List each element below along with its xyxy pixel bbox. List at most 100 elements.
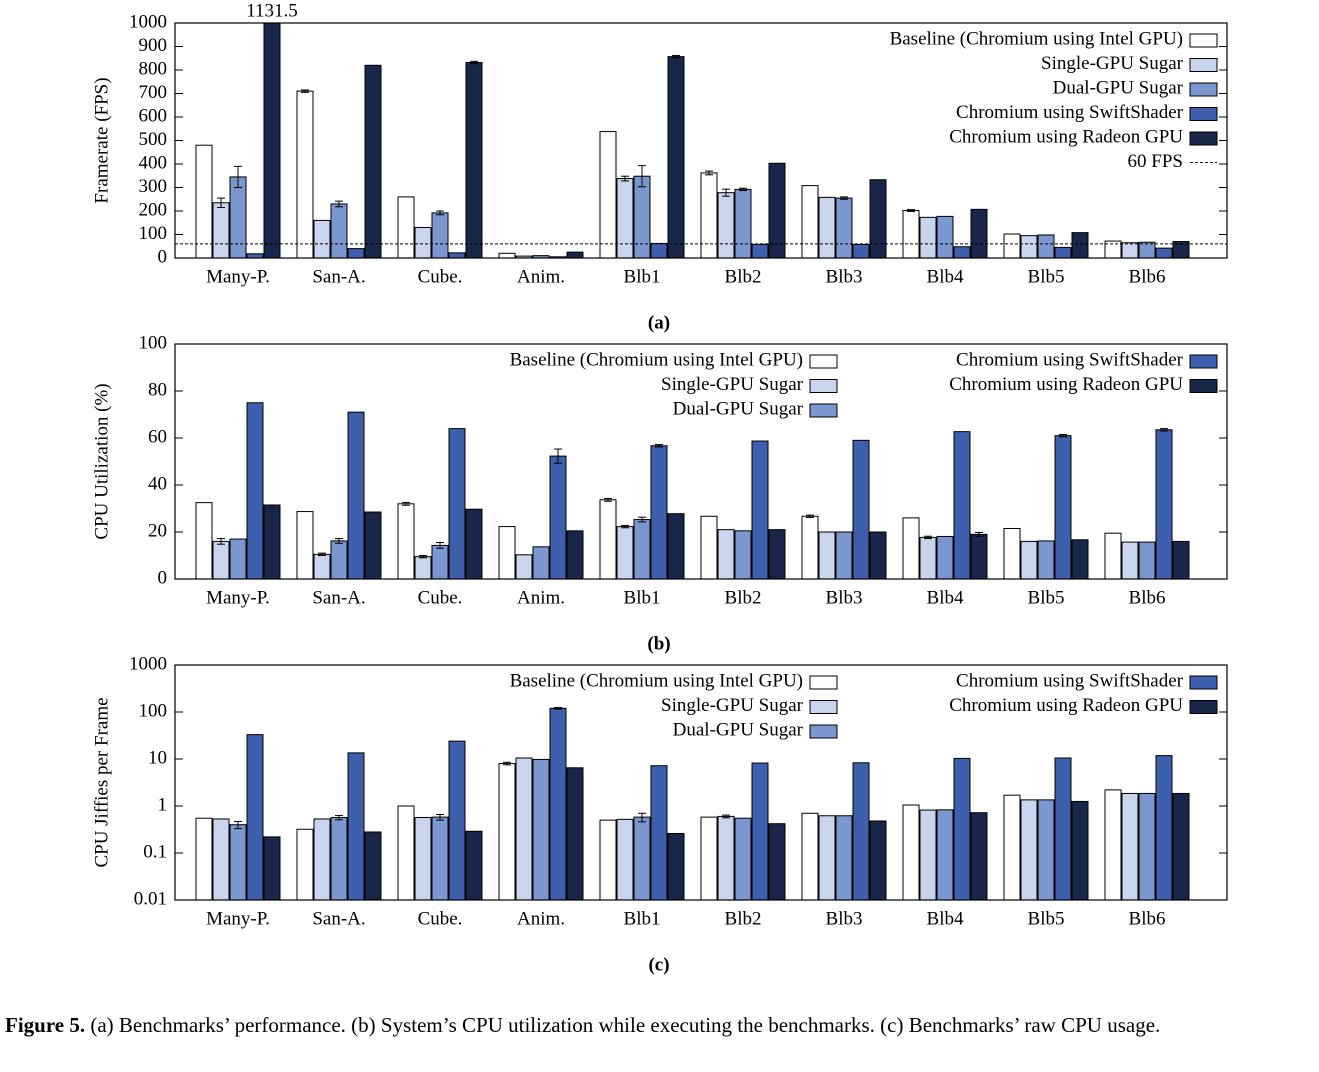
bar	[498, 252, 516, 258]
bar	[768, 162, 786, 258]
bar	[498, 526, 516, 579]
x-tick-label: Blb6	[1129, 587, 1166, 608]
bar	[313, 818, 331, 900]
x-tick-label: Blb2	[725, 266, 762, 287]
bar	[566, 767, 584, 900]
x-tick-label: Anim.	[517, 587, 565, 608]
y-tick-label: 100	[139, 700, 168, 721]
error-bar	[335, 538, 343, 544]
bar	[633, 816, 651, 900]
bar	[515, 554, 533, 579]
error-bar	[907, 209, 915, 212]
error-bar	[604, 497, 612, 502]
bar	[1037, 799, 1055, 900]
x-tick-label: Many-P.	[206, 587, 270, 608]
error-bar	[739, 187, 747, 192]
error-bar	[722, 188, 730, 197]
legend-label: Chromium using SwiftShader	[956, 102, 1184, 123]
legend-swatch	[809, 379, 838, 393]
bar	[448, 252, 466, 258]
plot-frame	[174, 343, 1228, 580]
y-tick-label: 700	[139, 82, 168, 103]
x-tick-label: Anim.	[517, 266, 565, 287]
legend-label: Dual-GPU Sugar	[673, 398, 804, 419]
caption: Figure 5. (a) Benchmarks’ performance. (…	[5, 1010, 1317, 1040]
plot-frame	[174, 22, 1228, 259]
x-tick-label: Blb4	[927, 266, 964, 287]
bar	[1071, 800, 1089, 900]
y-tick-label: 1000	[129, 653, 167, 674]
legend-swatch	[1189, 58, 1218, 72]
bar	[1003, 794, 1021, 900]
y-tick-label: 100	[139, 223, 168, 244]
bar	[431, 212, 449, 258]
bar	[1121, 792, 1139, 900]
bar	[1172, 792, 1190, 900]
caption-label: Figure 5.	[5, 1013, 86, 1037]
bar	[734, 188, 752, 258]
legend-label: Dual-GPU Sugar	[673, 719, 804, 740]
y-tick-label: 400	[139, 152, 168, 173]
y-tick-label: 300	[139, 176, 168, 197]
bar	[852, 439, 870, 579]
bar	[835, 815, 853, 900]
bar	[902, 210, 920, 258]
y-tick-label: 10	[148, 747, 167, 768]
y-axis-label: Framerate (FPS)	[91, 77, 112, 203]
bar	[1121, 242, 1139, 258]
y-tick-label: 600	[139, 105, 168, 126]
legend-swatch	[1189, 107, 1218, 121]
caption-text: (a) Benchmarks’ performance. (b) System’…	[90, 1013, 1161, 1037]
bar	[296, 511, 314, 579]
bar	[296, 90, 314, 258]
legend-swatch	[1189, 700, 1218, 714]
error-bar	[234, 165, 242, 188]
legend-swatch	[809, 700, 838, 714]
bar	[364, 831, 382, 900]
bar	[414, 226, 432, 258]
bar	[229, 176, 247, 258]
error-bar	[638, 165, 646, 188]
y-tick-label: 80	[148, 379, 167, 400]
bar	[448, 740, 466, 900]
legend-swatch	[809, 354, 838, 369]
bar	[1138, 241, 1156, 258]
bar	[414, 816, 432, 900]
bar	[1037, 234, 1055, 258]
bar	[970, 812, 988, 900]
bar	[633, 519, 651, 579]
bar	[347, 752, 365, 900]
bar	[818, 815, 836, 900]
bar	[347, 411, 365, 579]
error-bar	[655, 444, 663, 448]
y-tick-label: 60	[148, 426, 167, 447]
bar	[616, 818, 634, 900]
bar	[212, 202, 230, 258]
bar	[936, 809, 954, 900]
error-bar	[301, 89, 309, 93]
bar	[448, 428, 466, 579]
x-tick-label: San-A.	[312, 266, 365, 287]
bar	[936, 215, 954, 258]
bar	[852, 762, 870, 900]
legend-swatch	[809, 403, 838, 418]
error-bar	[975, 531, 983, 537]
bar	[1104, 789, 1122, 900]
error-bar	[621, 175, 629, 182]
bar	[229, 538, 247, 579]
y-tick-label: 0.01	[134, 888, 167, 909]
bar	[263, 23, 281, 258]
bar	[751, 440, 769, 579]
bar	[616, 178, 634, 258]
bar	[313, 219, 331, 258]
legend-label: 60 FPS	[1128, 151, 1183, 172]
x-tick-label: Blb6	[1129, 908, 1166, 929]
bars	[195, 23, 1190, 258]
error-bar	[503, 761, 511, 766]
bar	[936, 535, 954, 579]
bar	[1155, 429, 1173, 579]
bar	[1172, 241, 1190, 258]
bar	[330, 203, 348, 258]
legend-label: Chromium using Radeon GPU	[949, 126, 1183, 147]
bar	[549, 455, 567, 579]
